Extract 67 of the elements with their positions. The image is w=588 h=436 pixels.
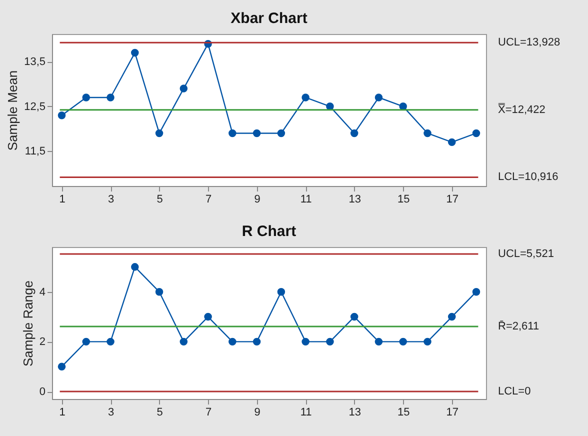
- point: [302, 338, 310, 346]
- y-tick-label: 0: [39, 386, 46, 398]
- x-tick-label: 5: [156, 194, 163, 206]
- point: [106, 94, 114, 102]
- point: [252, 129, 261, 138]
- y-tick-label: 13,5: [24, 56, 46, 68]
- point: [399, 338, 407, 346]
- point: [252, 338, 261, 346]
- point: [277, 288, 286, 296]
- ref-line-label: R̄=2,611: [498, 320, 540, 332]
- x-tick-label: 17: [446, 194, 458, 206]
- point: [472, 288, 480, 296]
- point: [350, 312, 358, 321]
- point: [58, 112, 66, 120]
- ref-line-label: UCL=13,928: [498, 36, 560, 49]
- ref-line-label: LCL=10,916: [498, 171, 558, 184]
- x-tick-label: 9: [254, 194, 260, 206]
- x-tick-label: 13: [348, 194, 361, 206]
- ref-line-label: LCL=0: [498, 386, 531, 398]
- x-tick-label: 11: [300, 406, 312, 418]
- y-tick-label: 2: [39, 336, 46, 348]
- point: [82, 338, 90, 346]
- point: [131, 48, 139, 57]
- y-tick-label: 12,5: [24, 100, 46, 113]
- point: [58, 362, 66, 370]
- point: [277, 129, 286, 138]
- point: [448, 138, 456, 146]
- point: [204, 312, 212, 321]
- point: [302, 94, 310, 102]
- point: [131, 263, 139, 271]
- y-tick-label: 11,5: [24, 146, 46, 158]
- point: [180, 338, 188, 346]
- point: [155, 288, 164, 296]
- point: [472, 129, 480, 138]
- ref-line-label: X̿=12,422: [498, 102, 546, 116]
- point: [424, 338, 432, 346]
- x-tick-label: 3: [108, 194, 114, 206]
- y-tick-label: 4: [39, 286, 46, 298]
- x-tick-label: 3: [108, 406, 114, 418]
- x-tick-label: 9: [254, 406, 260, 418]
- point: [155, 129, 164, 138]
- point: [228, 338, 236, 346]
- chart-title: R Chart: [242, 223, 296, 240]
- x-tick-label: 7: [205, 194, 212, 206]
- point: [106, 338, 114, 346]
- x-tick-label: 11: [300, 194, 312, 206]
- point: [350, 129, 358, 138]
- x-tick-label: 7: [205, 406, 212, 418]
- point: [326, 338, 334, 346]
- point: [448, 312, 456, 321]
- x-tick-label: 15: [397, 194, 410, 206]
- x-tick-label: 5: [156, 406, 163, 418]
- x-tick-label: 1: [59, 406, 66, 418]
- point: [374, 338, 383, 346]
- x-tick-label: 13: [348, 406, 361, 418]
- ref-line-label: UCL=5,521: [498, 248, 554, 260]
- point: [180, 84, 188, 92]
- point: [424, 129, 432, 138]
- y-axis-title: Sample Mean: [5, 70, 20, 151]
- point: [228, 129, 236, 138]
- x-tick-label: 1: [59, 194, 66, 206]
- point: [374, 94, 383, 102]
- point: [82, 94, 90, 102]
- chart-title: Xbar Chart: [230, 10, 308, 27]
- x-tick-label: 15: [397, 406, 410, 418]
- x-tick-label: 17: [446, 406, 458, 418]
- y-axis-title: Sample Range: [20, 280, 36, 366]
